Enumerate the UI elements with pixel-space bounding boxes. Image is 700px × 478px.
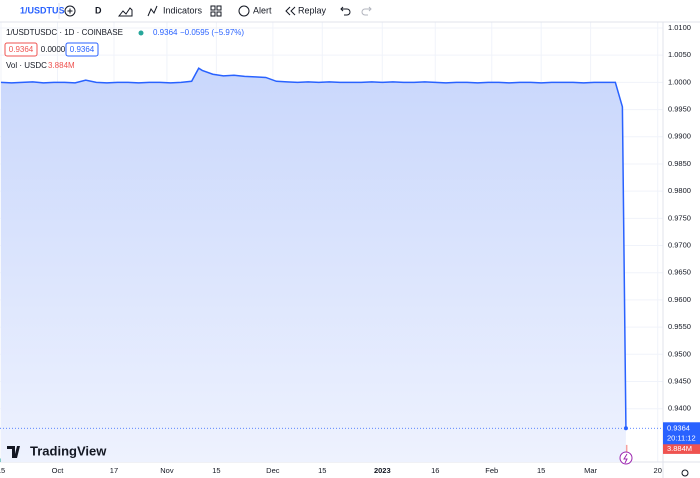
undo-button[interactable] xyxy=(340,6,351,16)
price-line xyxy=(0,67,627,429)
layout-icon[interactable] xyxy=(210,5,222,17)
alert-button[interactable]: Alert xyxy=(253,5,272,15)
x-tick-label: 15 xyxy=(0,466,5,475)
compare-icon[interactable] xyxy=(64,5,76,17)
y-tick-label: 0.9450 xyxy=(668,376,691,385)
x-tick-label: Mar xyxy=(584,466,597,475)
y-tick-label: 0.9400 xyxy=(668,404,691,413)
y-tick-label: 0.9500 xyxy=(668,349,691,358)
x-tick-label: 15 xyxy=(212,466,220,475)
chart-type-icon[interactable] xyxy=(117,7,133,17)
y-tick-label: 1.0050 xyxy=(668,50,691,59)
redo-button[interactable] xyxy=(361,6,372,16)
last-value: 0.9364 xyxy=(153,28,178,37)
replay-button[interactable]: Replay xyxy=(298,5,327,15)
bid-box[interactable] xyxy=(4,42,38,57)
y-tick-label: 0.9950 xyxy=(668,105,691,114)
compare-plus xyxy=(67,8,73,14)
flash-bolt xyxy=(623,453,628,464)
x-tick-label: 2023 xyxy=(374,466,391,475)
x-tick-label: Dec xyxy=(266,466,280,475)
area-fill xyxy=(0,68,626,462)
logo-icon xyxy=(7,446,20,458)
status-dot xyxy=(138,30,144,36)
x-tick-label: 16 xyxy=(431,466,439,475)
alert-icon xyxy=(238,5,250,17)
x-tick-label: Nov xyxy=(160,466,174,475)
y-tick-label: 0.9700 xyxy=(668,241,691,250)
ask-box[interactable] xyxy=(65,42,99,57)
x-tick-label: Oct xyxy=(52,466,65,475)
replay-icon xyxy=(285,6,296,16)
y-tick-label: 0.9650 xyxy=(668,268,691,277)
series-title: 1/USDTUSDC · 1D · COINBASE xyxy=(6,28,123,37)
last-price-dot xyxy=(623,426,628,431)
y-tick-label: 0.9900 xyxy=(668,132,691,141)
logo: TradingView xyxy=(30,443,107,458)
y-tick-label: 0.9850 xyxy=(668,159,691,168)
ask: 0.9364 xyxy=(70,45,95,54)
y-tick-label: 0.9600 xyxy=(668,295,691,304)
x-tick-label: 17 xyxy=(110,466,118,475)
x-tick-label: 15 xyxy=(318,466,326,475)
y-tick-label: 1.0100 xyxy=(668,23,691,32)
indicators-button[interactable]: Indicators xyxy=(163,5,203,15)
plot-area: 1.0100 1.0050 1.0000 0.9950 0.9900 0.9850 0.98… xyxy=(0,22,700,478)
x-tick-label: Feb xyxy=(485,466,498,475)
x-tick-label: 20 xyxy=(654,466,662,475)
indicators-icon xyxy=(147,5,158,17)
volume-title: Vol · USDC xyxy=(6,61,47,70)
spread: 0.0000 xyxy=(41,45,66,54)
last-price-box xyxy=(663,422,700,445)
x-tick-label: 15 xyxy=(537,466,545,475)
volume-label-box xyxy=(663,443,700,454)
interval-button[interactable]: D xyxy=(95,5,102,15)
symbol-button[interactable]: 1/USDTUS xyxy=(20,5,65,15)
y-tick-label: 0.9750 xyxy=(668,213,691,222)
y-tick-label: 0.9550 xyxy=(668,322,691,331)
flash-icon[interactable] xyxy=(619,451,633,465)
bid: 0.9364 xyxy=(9,45,34,54)
volume-axis-label: 3.884M xyxy=(667,444,692,453)
last-price-label: 0.9364 xyxy=(667,423,690,432)
y-tick-label: 1.0000 xyxy=(668,77,691,86)
volume-last: 3.884M xyxy=(48,61,75,70)
y-tick-label: 0.9800 xyxy=(668,186,691,195)
settings-icon[interactable] xyxy=(681,469,689,477)
countdown: 20:11:12 xyxy=(667,433,696,442)
change-value: −0.0595 (−5.97%) xyxy=(180,28,244,37)
